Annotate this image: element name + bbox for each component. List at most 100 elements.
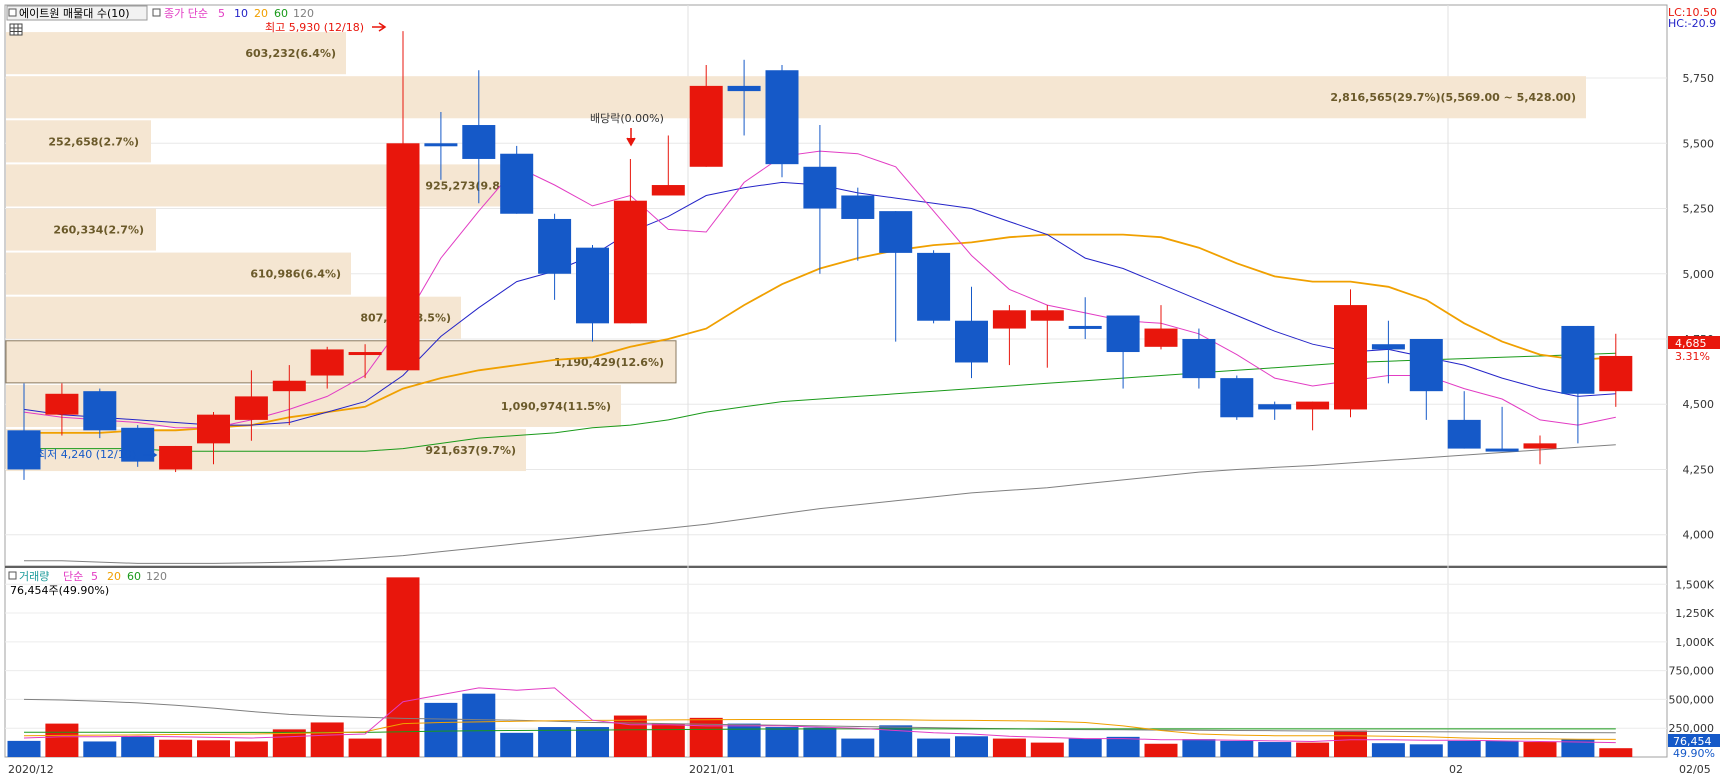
ma-toggle-icon[interactable] xyxy=(152,8,161,17)
candle-body xyxy=(1523,443,1557,449)
candle-body xyxy=(1258,404,1292,410)
toggle-icon[interactable] xyxy=(8,8,17,17)
volume-profile-label: 1,190,429(12.6%) xyxy=(554,356,664,369)
volume-profile-label: 921,637(9.7%) xyxy=(425,444,516,457)
current-volume-label: 76,454주(49.90%) xyxy=(10,584,109,597)
candle-body xyxy=(234,396,268,420)
candle-body xyxy=(310,349,344,376)
volume-bar xyxy=(310,722,344,757)
ma120-line xyxy=(24,444,1616,564)
volume-bar xyxy=(45,723,79,757)
candle-body xyxy=(462,125,496,159)
candle-body xyxy=(917,252,951,321)
volume-toggle-icon[interactable] xyxy=(8,571,17,580)
vol-ma120-line xyxy=(23,698,1616,734)
candle-body xyxy=(689,85,723,167)
lc-label: LC:10.50 xyxy=(1668,6,1717,19)
candle-body xyxy=(651,185,685,196)
candle-body xyxy=(424,143,458,147)
candle-body xyxy=(1599,355,1633,392)
ma20-label: 20 xyxy=(254,7,268,20)
candle-body xyxy=(841,195,875,219)
volume-bar xyxy=(1296,742,1330,757)
candle-body xyxy=(803,166,837,209)
price-tick-label: 5,750 xyxy=(1683,72,1715,85)
volume-bar xyxy=(1182,739,1216,757)
candle-body xyxy=(272,380,306,392)
vol-ma5-label: 5 xyxy=(91,570,98,583)
low-annotation: 최저 4,240 (12/10) xyxy=(37,448,136,461)
volume-bar xyxy=(1371,743,1405,757)
candle-body xyxy=(7,430,41,470)
candle-body xyxy=(348,352,382,356)
ma10-label: 10 xyxy=(234,7,248,20)
volume-bar xyxy=(1334,730,1367,757)
candle-body xyxy=(992,310,1026,329)
grid-table-icon[interactable] xyxy=(9,23,23,36)
volume-title[interactable]: 거래량 xyxy=(19,570,49,583)
volume-profile-label: 603,232(6.4%) xyxy=(245,47,336,60)
volume-profile-bar xyxy=(6,164,521,207)
current-volume: 76,454 xyxy=(1673,735,1712,748)
volume-profile-bar xyxy=(6,296,461,339)
candle-body xyxy=(197,414,230,444)
volume-bar xyxy=(121,736,155,757)
x-label-feb: 02 xyxy=(1449,763,1463,776)
candle-body xyxy=(1334,305,1367,410)
vol-ma5-line xyxy=(23,687,1616,744)
volume-bar xyxy=(1068,738,1102,757)
volume-bar xyxy=(1485,740,1519,757)
volume-bar xyxy=(7,740,41,757)
candle-body xyxy=(1106,315,1140,353)
candle-body xyxy=(83,391,117,431)
candle-body xyxy=(1030,310,1064,321)
current-price-tag xyxy=(1668,336,1720,349)
volume-profile-bar xyxy=(6,208,156,251)
candle-body xyxy=(500,153,534,214)
volume-bar xyxy=(500,732,534,757)
volume-bar xyxy=(462,693,496,757)
low-arrow-icon xyxy=(143,450,158,460)
volume-bar xyxy=(83,741,117,757)
candle-body xyxy=(45,393,79,415)
volume-profile-label: 2,816,565(29.7%)(5,569.00 ~ 5,428.00) xyxy=(1330,91,1576,104)
vol-ma-prefix[interactable]: 단순 xyxy=(63,570,83,583)
volume-tick-label: 1,250K xyxy=(1675,607,1714,620)
volume-bar xyxy=(651,723,685,757)
volume-bar xyxy=(765,727,799,757)
price-tick-label: 4,000 xyxy=(1683,529,1715,542)
candle-body xyxy=(1068,325,1102,329)
volume-axis: 1,500K 1,250K 1,000K 750,000 500,000 250,000 xyxy=(1669,578,1715,735)
volume-profile-bar xyxy=(6,252,351,295)
candle-body xyxy=(1409,338,1443,392)
vol-ma20-label: 20 xyxy=(107,570,121,583)
volume-profile-label: 610,986(6.4%) xyxy=(250,268,341,281)
volume-bar xyxy=(348,738,382,757)
price-tick-label: 5,500 xyxy=(1683,137,1715,150)
volume-panel[interactable] xyxy=(4,566,1668,758)
vol-ma20-line xyxy=(23,719,1616,740)
volume-tick-label: 250,000 xyxy=(1669,722,1715,735)
volume-profile-label: 252,658(2.7%) xyxy=(48,135,139,148)
dividend-annotation: 배당락(0.00%) xyxy=(590,112,664,125)
candles xyxy=(7,31,1633,480)
volume-profile-bar xyxy=(6,32,346,75)
volume-bar xyxy=(1561,739,1595,757)
volume-bar xyxy=(197,740,230,757)
stock-name-box[interactable] xyxy=(6,5,148,21)
x-label-jan: 2021/01 xyxy=(689,763,735,776)
hc-label: HC:-20.9 xyxy=(1668,17,1716,30)
stock-name[interactable]: 에이트원 매물대 수(10) xyxy=(19,7,130,20)
ma120-label: 120 xyxy=(293,7,314,20)
candle-body xyxy=(1371,344,1405,350)
volume-grid xyxy=(5,583,1667,729)
ma-prefix[interactable]: 종가 단순 xyxy=(164,7,208,20)
volume-bar xyxy=(955,736,988,757)
volume-profile-bar xyxy=(6,120,151,163)
high-arrow-icon xyxy=(372,22,387,32)
candle-body xyxy=(576,247,609,324)
current-price: 4,685 xyxy=(1675,337,1707,350)
candle-body xyxy=(1561,325,1595,394)
